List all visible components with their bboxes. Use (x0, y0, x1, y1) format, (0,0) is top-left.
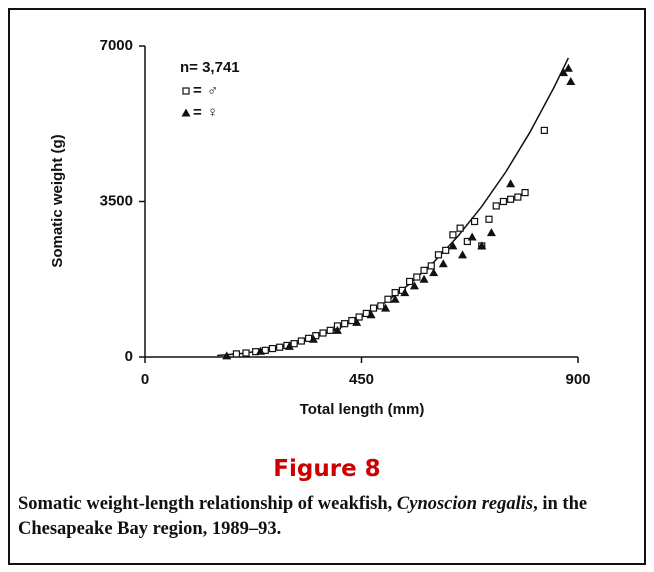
point (449, 231, 457, 239)
point (409, 281, 419, 290)
point (276, 343, 284, 351)
point (406, 277, 414, 286)
y-tick-label: 0 (125, 348, 133, 365)
legend-label: ♂ (207, 82, 218, 99)
point (566, 77, 576, 86)
caption: Somatic weight-length relationship of we… (18, 492, 638, 542)
x-axis-label: Total length (mm) (300, 401, 425, 418)
point (419, 274, 429, 283)
legend-label: ♀ (207, 104, 218, 121)
figure-frame (8, 8, 646, 565)
point (514, 193, 522, 201)
point (352, 317, 362, 326)
legend-separator: = (193, 82, 202, 99)
point (400, 288, 410, 297)
point (348, 316, 356, 325)
y-tick-label: 3500 (100, 192, 133, 209)
point (470, 217, 479, 226)
point (290, 340, 298, 348)
point (559, 68, 569, 77)
point (381, 303, 391, 312)
point (563, 63, 573, 72)
point (242, 349, 250, 357)
legend-marker (181, 108, 191, 117)
point (540, 126, 548, 135)
point (232, 350, 241, 358)
point (463, 237, 471, 246)
y-tick-label: 7000 (100, 37, 133, 54)
point (485, 215, 493, 223)
x-tick-label: 900 (565, 371, 590, 388)
caption-text: Somatic weight-length relationship of we… (18, 494, 397, 514)
point (492, 202, 500, 210)
point (420, 266, 428, 274)
point (332, 325, 342, 334)
point (255, 346, 265, 355)
point (413, 273, 421, 281)
point (507, 195, 515, 203)
point (499, 197, 508, 206)
y-axis-label: Somatic weight (g) (49, 134, 66, 267)
point (319, 329, 327, 337)
point (448, 241, 458, 250)
point (297, 337, 305, 345)
point (284, 341, 294, 350)
point (355, 313, 363, 321)
point (506, 179, 516, 188)
point (486, 228, 496, 237)
point (268, 344, 277, 353)
point (434, 251, 443, 259)
point (390, 294, 400, 303)
point (467, 232, 477, 241)
point (384, 295, 392, 303)
point (366, 310, 376, 319)
legend-separator: = (193, 104, 202, 121)
chart: Somatic weight (g) Total length (mm) n= … (49, 37, 591, 418)
point (362, 309, 370, 318)
point (341, 320, 349, 328)
point (477, 241, 487, 250)
point (391, 288, 399, 297)
caption-text: , in the Chesapeake Bay region, 1989–93. (18, 494, 588, 539)
point (312, 332, 320, 340)
fit-line (217, 57, 570, 357)
point (369, 304, 378, 312)
point (521, 189, 529, 197)
point (458, 250, 468, 259)
caption-species: Cynoscion regalis (396, 494, 534, 514)
point (326, 326, 334, 334)
point (377, 302, 385, 310)
point (438, 259, 448, 268)
x-tick-label: 450 (349, 371, 374, 388)
point (308, 334, 318, 343)
figure-label: Figure 8 (273, 456, 381, 482)
point (429, 268, 439, 277)
x-tick-label: 0 (141, 371, 149, 388)
annotation: n= 3,741 (180, 59, 240, 76)
point (442, 246, 450, 254)
legend-marker (182, 87, 190, 95)
point (222, 351, 232, 360)
point (427, 262, 435, 270)
point (456, 224, 464, 232)
